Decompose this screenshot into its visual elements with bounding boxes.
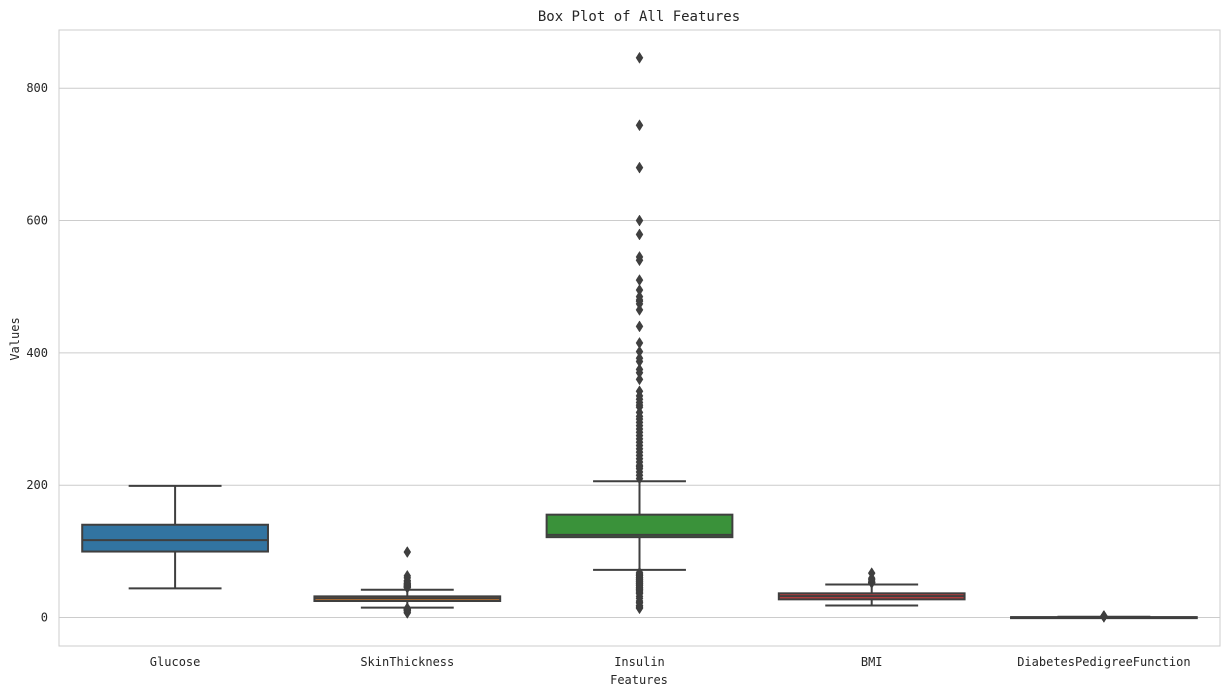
tick-layer: 0 200 400 600 800 Glucose SkinThickness Insulin…	[26, 81, 1190, 669]
y-tick-label: 0	[41, 611, 48, 625]
outlier-point	[635, 363, 644, 376]
box	[545, 513, 734, 539]
outlier-point	[635, 345, 644, 358]
box-group-Glucose	[81, 484, 269, 590]
x-tick-label: BMI	[861, 655, 883, 669]
outlier-point	[635, 336, 644, 349]
box-group-BMI	[777, 567, 966, 607]
outlier-point	[403, 546, 412, 559]
x-tick-label: SkinThickness	[360, 655, 454, 669]
x-tick-label: Insulin	[614, 655, 665, 669]
outlier-point	[403, 569, 412, 582]
outlier-point	[635, 51, 644, 64]
outlier-point	[635, 214, 644, 227]
outlier-point	[635, 373, 644, 386]
x-tick-label: DiabetesPedigreeFunction	[1017, 655, 1190, 669]
x-tick-label: Glucose	[150, 655, 201, 669]
outlier-point	[635, 320, 644, 333]
outlier-point	[635, 250, 644, 263]
outlier-point	[635, 385, 644, 398]
outlier-point	[635, 161, 644, 174]
outlier-point	[635, 566, 644, 579]
y-axis-label: Values	[8, 317, 22, 360]
box-group-Insulin	[545, 51, 734, 615]
x-axis-label: Features	[610, 673, 668, 687]
outlier-point	[403, 602, 412, 615]
outlier-point	[635, 274, 644, 287]
outlier-point	[635, 290, 644, 303]
outlier-point	[635, 228, 644, 241]
chart-title: Box Plot of All Features	[538, 9, 740, 25]
outlier-point	[867, 567, 876, 580]
outlier-point	[635, 284, 644, 296]
box	[81, 523, 269, 553]
y-tick-label: 600	[26, 214, 48, 228]
y-tick-label: 400	[26, 346, 48, 360]
box-group-SkinThickness	[313, 546, 502, 619]
outlier-point	[635, 119, 644, 132]
y-tick-label: 200	[26, 478, 48, 492]
outlier-point	[635, 352, 644, 365]
y-tick-label: 800	[26, 81, 48, 95]
plot-frame	[58, 29, 1221, 647]
box-group-DiabetesPedigreeFunction	[1010, 609, 1198, 623]
outlier-point	[1100, 609, 1108, 622]
box-layer	[81, 51, 1198, 623]
